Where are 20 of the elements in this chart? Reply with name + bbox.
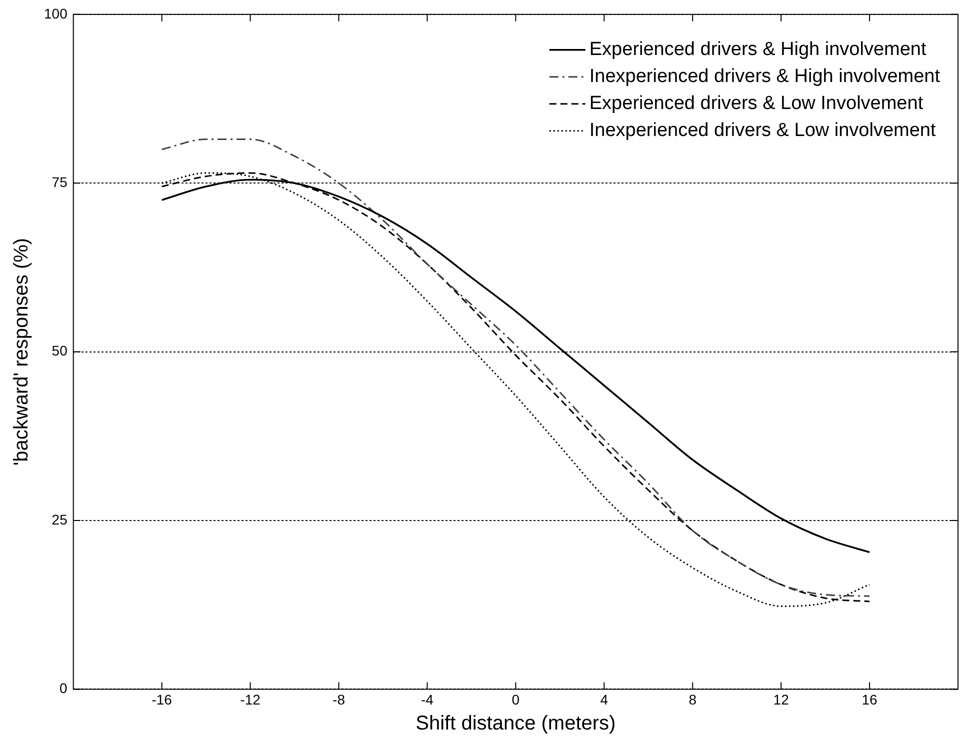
y-tick-label: 75 (52, 174, 68, 190)
x-tick-label: 12 (773, 691, 790, 708)
legend-label: Inexperienced drivers & Low involvement (589, 120, 936, 142)
x-tick-label: -16 (152, 691, 172, 708)
x-tick-label: -8 (332, 691, 346, 708)
x-axis-title: Shift distance (meters) (416, 712, 616, 735)
x-tick-label: 4 (600, 691, 608, 708)
legend-label: Experienced drivers & Low Involvement (589, 93, 924, 114)
x-tick-label: 8 (688, 691, 697, 708)
y-tick-label: 25 (52, 511, 68, 528)
legend-label: Inexperienced drivers & High involvement (589, 66, 941, 88)
x-tick-label: 16 (862, 691, 878, 708)
y-tick-label: 50 (52, 342, 68, 359)
y-axis-title: 'backward' responses (%) (10, 238, 33, 466)
x-tick-label: 0 (512, 691, 520, 708)
x-tick-label: -4 (420, 691, 434, 708)
y-tick-label: 0 (60, 680, 68, 696)
y-tick-label: 100 (44, 5, 68, 22)
x-tick-label: -12 (240, 691, 261, 708)
legend-label: Experienced drivers & High involvement (589, 39, 927, 60)
